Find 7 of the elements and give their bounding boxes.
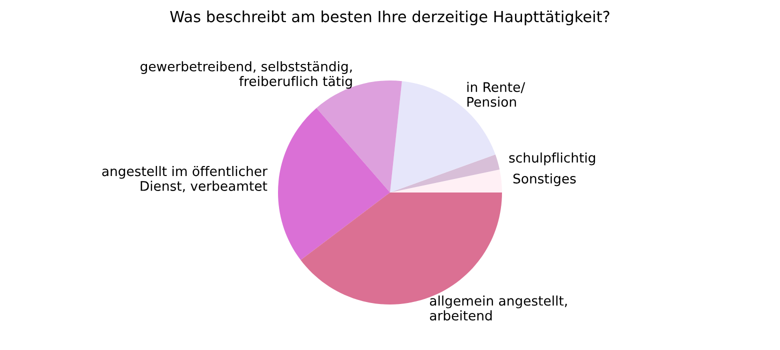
slice-label: angestellt im öffentlicher Dienst, verbeamtet bbox=[102, 166, 268, 192]
slice-label: Sonstiges bbox=[513, 173, 576, 186]
chart-title: Was beschreibt am besten Ihre derzeitige Haupttätigkeit? bbox=[170, 10, 610, 26]
slice-label: schulpflichtig bbox=[509, 152, 596, 166]
slice-label: in Rente/ Pension bbox=[467, 82, 526, 107]
slice-label: allgemein angestellt, arbeitend bbox=[430, 296, 567, 321]
slice-label: gewerbetreibend, selbstständig, freiberuflich tätig bbox=[140, 61, 352, 89]
